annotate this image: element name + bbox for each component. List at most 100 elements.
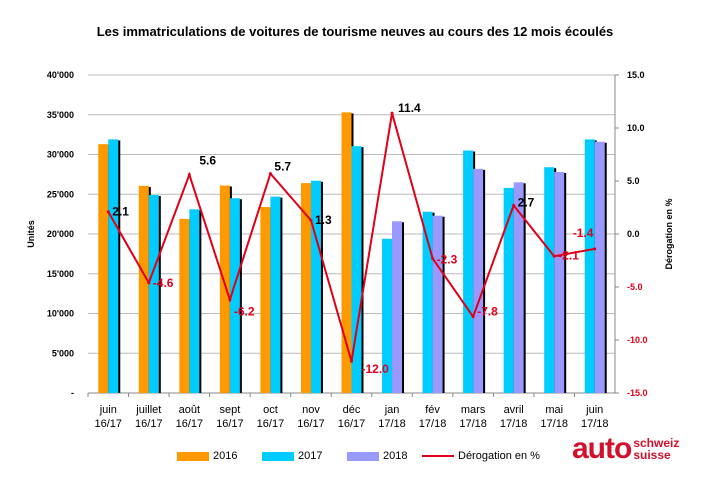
bar-2018 [473, 168, 484, 393]
legend-item-2018: 2018 [347, 450, 407, 462]
bar-2017 [148, 195, 159, 393]
bar-2017 [584, 139, 595, 393]
bar-2016 [219, 185, 230, 393]
derogation-data-label: -12.0 [362, 362, 390, 376]
legend-swatch [262, 451, 294, 461]
derogation-data-label: 2.7 [518, 195, 535, 209]
y-tick-label: 35'000 [47, 110, 74, 120]
x-tick-label: juin [99, 404, 117, 416]
x-tick-label: sept [219, 404, 240, 416]
y2-tick-label: -10.0 [627, 335, 648, 345]
bar-2018 [513, 182, 524, 393]
y-tick-label: 5'000 [52, 348, 74, 358]
bar-2018 [432, 215, 443, 393]
bar-2016 [138, 185, 149, 393]
bar-2017 [463, 150, 474, 393]
y-tick-label: 20'000 [47, 229, 74, 239]
bar-2016 [300, 183, 311, 393]
derogation-point [268, 172, 272, 176]
x-tick-label: août [179, 404, 200, 416]
chart-title: Les immatriculations de voitures de tour… [96, 24, 614, 39]
derogation-point [309, 218, 313, 222]
bar-2017 [310, 180, 321, 393]
legend-label: 2016 [213, 450, 238, 462]
derogation-data-label: -4.6 [153, 276, 174, 290]
logo-line1: schweiz [633, 436, 680, 450]
x-tick-label: nov [302, 404, 320, 416]
logo-line2: suisse [633, 448, 671, 462]
x-tick-label: 17/18 [378, 418, 406, 430]
derogation-data-label: 1.3 [315, 213, 332, 227]
legend-swatch [347, 451, 379, 461]
y2-tick-label: 0.0 [627, 229, 640, 239]
legend-label: 2018 [383, 450, 408, 462]
derogation-point [593, 247, 597, 251]
bar-2017 [351, 146, 362, 393]
x-tick-label: 17/18 [581, 418, 609, 430]
bar-2016 [179, 218, 190, 393]
y-tick-label: 25'000 [47, 189, 74, 199]
derogation-point [512, 203, 516, 207]
derogation-data-label: -2.1 [558, 248, 579, 262]
y-tick-label: - [71, 388, 74, 398]
derogation-data-label: 2.1 [112, 205, 129, 219]
y2-tick-label: 10.0 [627, 123, 645, 133]
bar-2018 [392, 221, 403, 393]
y-tick-label: 40'000 [47, 70, 74, 80]
derogation-point [431, 256, 435, 260]
x-tick-label: déc [343, 404, 361, 416]
bar-2018 [594, 141, 605, 393]
derogation-point [552, 254, 556, 258]
derogation-data-label: 5.7 [274, 160, 291, 174]
bar-2016 [260, 206, 271, 393]
x-tick-label: 17/18 [500, 418, 528, 430]
y2-tick-label: 15.0 [627, 70, 645, 80]
bar-2017 [229, 198, 240, 393]
logo-sub: schweiz suisse [633, 437, 679, 461]
logo-text: auto [572, 432, 632, 465]
bar-2018 [554, 171, 565, 393]
y2-tick-label: -15.0 [627, 388, 648, 398]
legend-item-2017: 2017 [262, 450, 322, 462]
x-tick-label: 17/18 [540, 418, 568, 430]
x-tick-label: 16/17 [135, 418, 163, 430]
x-tick-label: 17/18 [419, 418, 447, 430]
bar-2017 [422, 211, 433, 393]
legend-label: Dérogation en % [458, 450, 540, 462]
x-tick-label: fév [425, 404, 440, 416]
derogation-data-label: 5.6 [199, 154, 216, 168]
x-tick-label: avril [504, 404, 524, 416]
auto-schweiz-logo: auto schweiz suisse [572, 432, 679, 466]
bar-2016 [98, 144, 109, 393]
derogation-point [187, 173, 191, 177]
legend-line [422, 455, 454, 457]
y2-tick-label: -5.0 [627, 282, 643, 292]
derogation-point [147, 281, 151, 285]
derogation-point [350, 359, 353, 363]
x-tick-label: mars [461, 404, 486, 416]
derogation-data-label: -6.2 [234, 305, 255, 319]
bar-2017 [544, 167, 555, 393]
y-axis-label: Unités [26, 220, 36, 248]
x-tick-label: jan [384, 404, 400, 416]
x-tick-label: 16/17 [257, 418, 285, 430]
y-tick-label: 30'000 [47, 150, 74, 160]
x-tick-label: mai [545, 404, 563, 416]
x-tick-label: juillet [135, 404, 161, 416]
x-tick-label: oct [263, 404, 278, 416]
y-tick-label: 15'000 [47, 269, 74, 279]
x-tick-label: juin [585, 404, 603, 416]
bar-2017 [503, 187, 514, 393]
x-tick-label: 16/17 [297, 418, 325, 430]
derogation-point [390, 111, 394, 115]
legend-label: 2017 [298, 450, 323, 462]
derogation-point [106, 210, 110, 214]
bar-2017 [270, 196, 281, 393]
derogation-data-label: -2.3 [437, 252, 458, 266]
legend-swatch [177, 451, 209, 461]
derogation-data-label: -7.8 [477, 305, 498, 319]
derogation-point [471, 315, 475, 319]
y-tick-label: 10'000 [47, 309, 74, 319]
x-tick-label: 16/17 [216, 418, 244, 430]
